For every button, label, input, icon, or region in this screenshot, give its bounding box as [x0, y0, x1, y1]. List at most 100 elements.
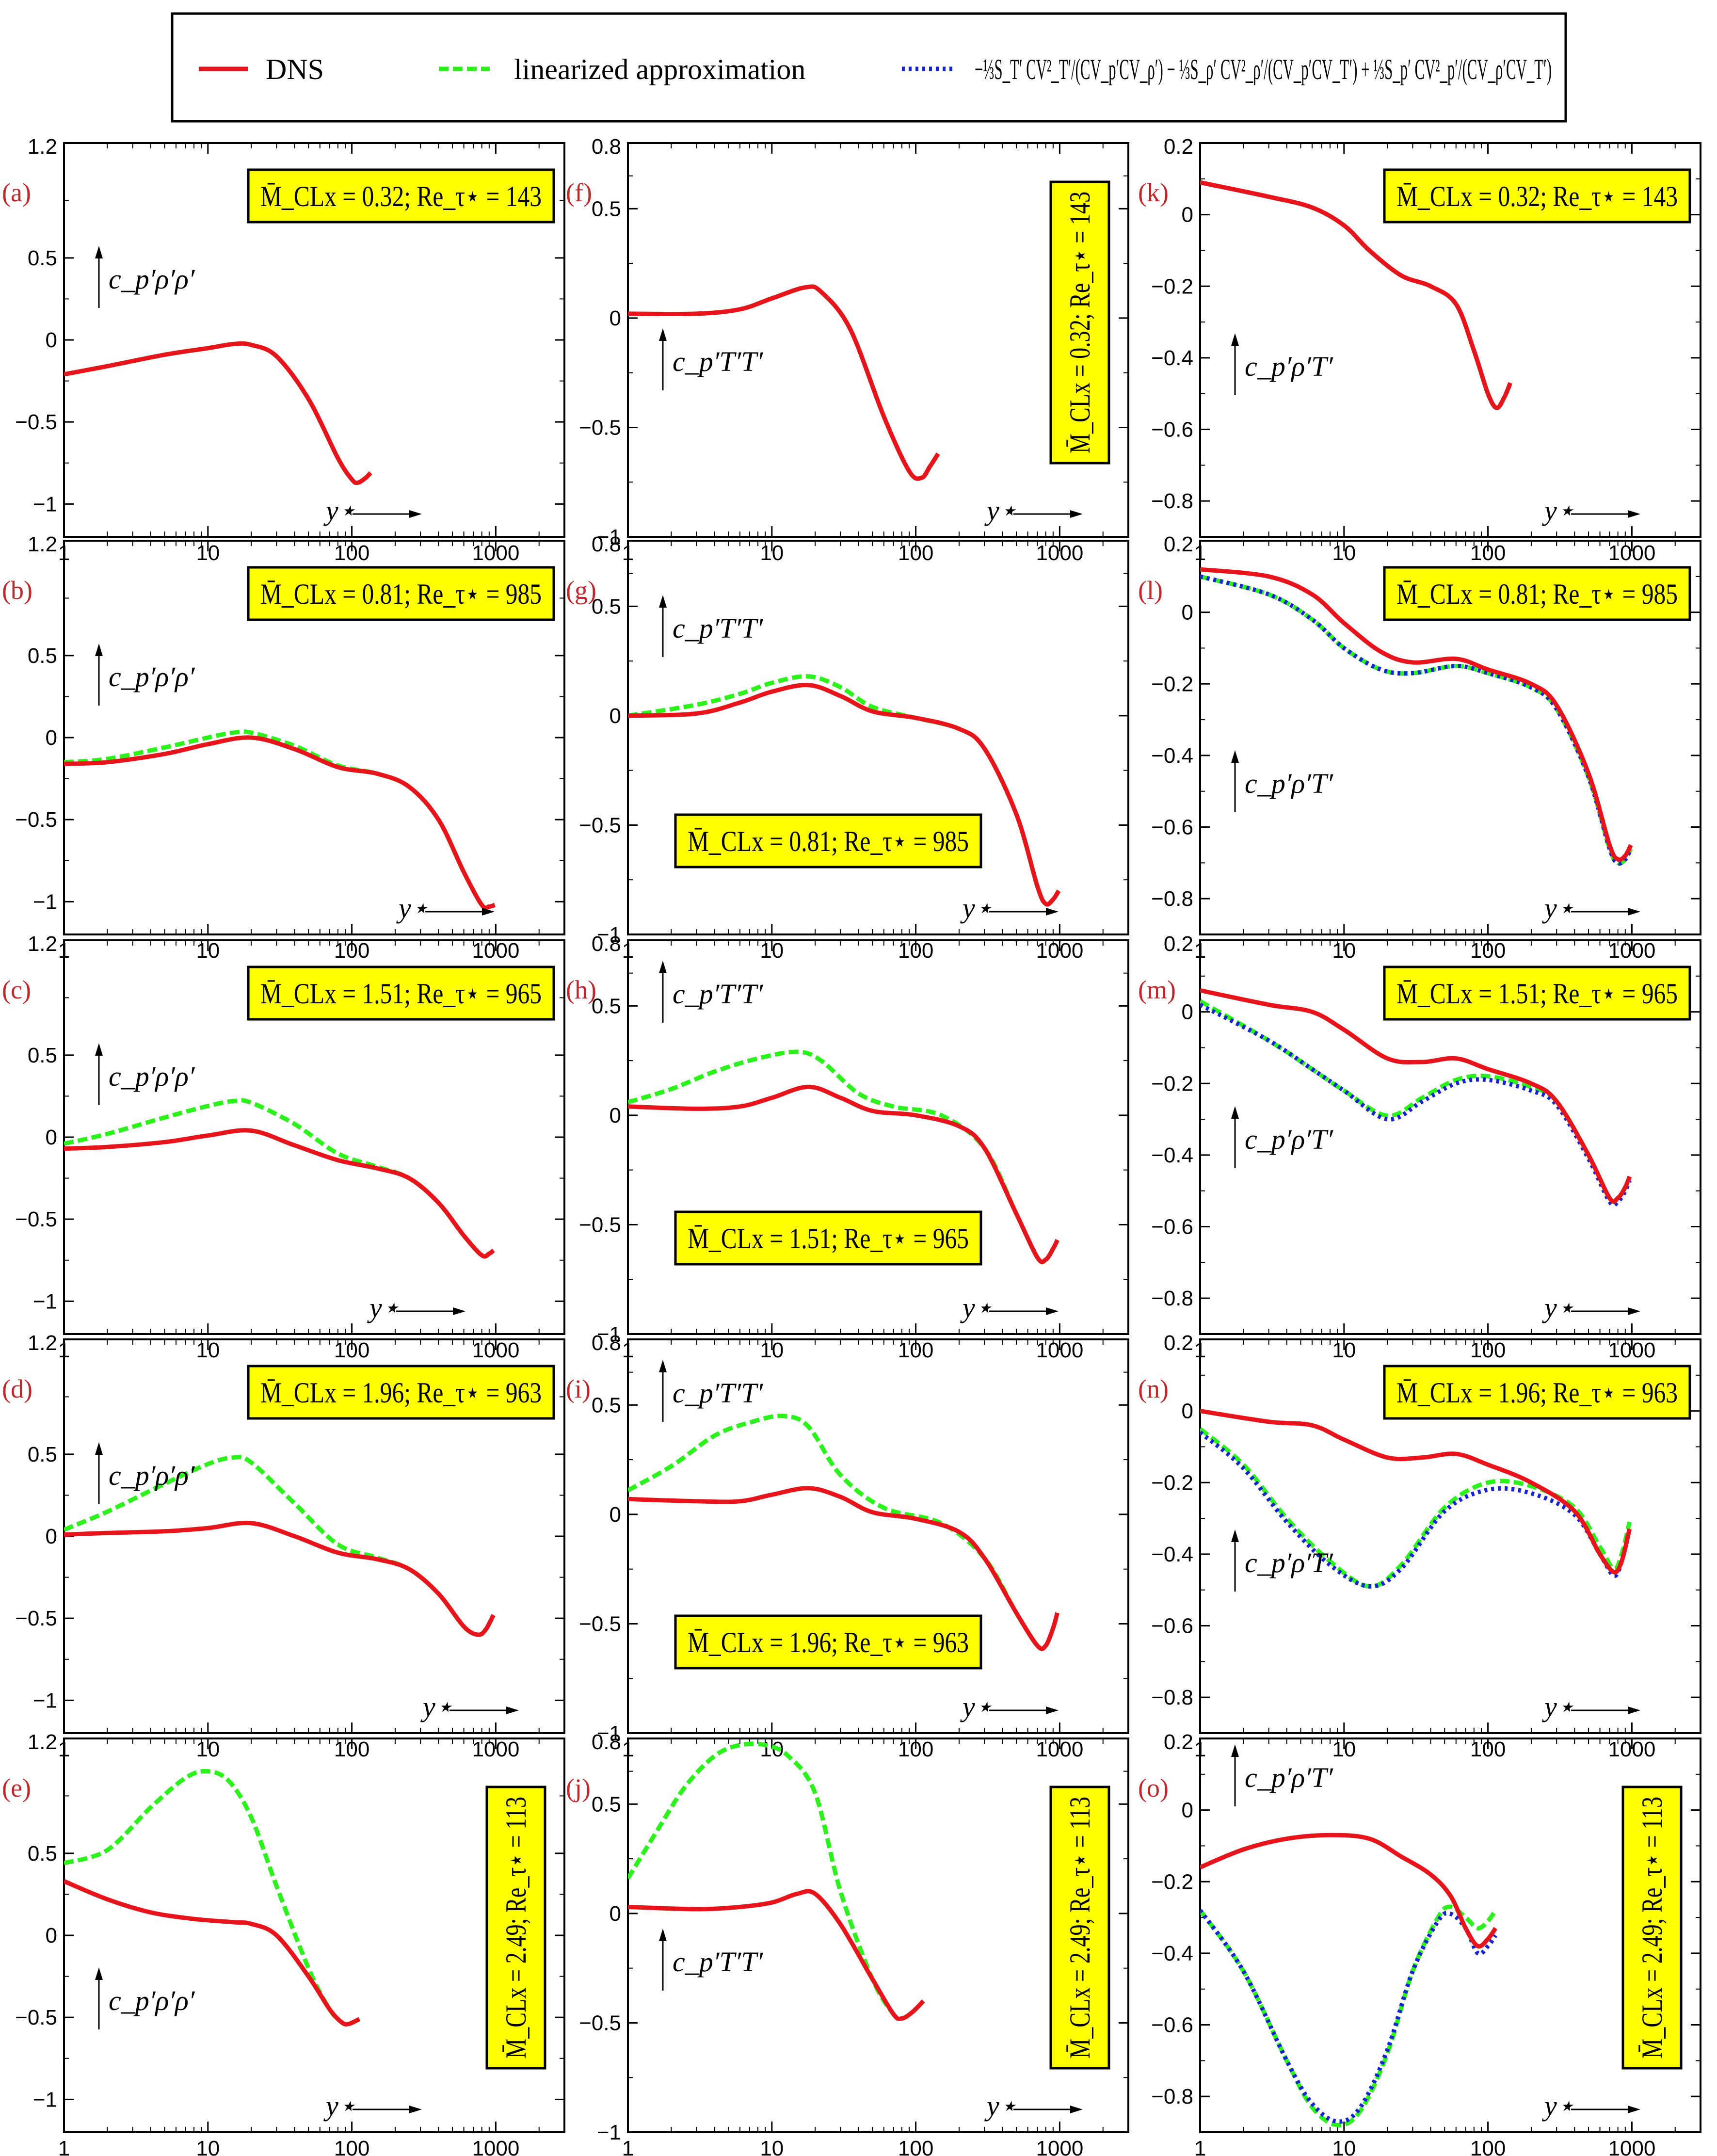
series-line-dns — [1200, 180, 1512, 410]
info-box — [1621, 1786, 1683, 2070]
y-arrow-head — [95, 644, 103, 656]
y-tick-label: 0.5 — [592, 1792, 621, 1816]
info-text: M̄_CLx = 1.96; Re_τ⋆ = 963 — [688, 1626, 969, 1658]
x-tick-label: 100 — [898, 2137, 933, 2156]
panel-e: 1 10 100 1000 −1 −0.5 0 0.5 1.2 (e) c_p′ρ′ρ′ y⋆ M̄_C… — [2, 1730, 565, 2156]
x-axis-label: y⋆ — [960, 1691, 993, 1722]
legend-model-label: −⅓S_T′ CV²_T′/(CV_p′CV_ρ′) − ⅓S_ρ′ CV²_ρ… — [975, 53, 1552, 85]
y-axis-label: c_p′ρ′T′ — [1245, 351, 1333, 382]
y-tick-label: −0.5 — [15, 410, 57, 434]
series-group — [1200, 988, 1632, 1207]
x-arrow-head — [1628, 1706, 1640, 1714]
x-tick-label: 10 — [196, 2137, 220, 2156]
panel-label: (j) — [566, 1773, 591, 1802]
y-tick-label: 0.8 — [592, 1331, 621, 1355]
y-tick-label: 0 — [610, 1503, 621, 1527]
plot-frame — [1199, 540, 1701, 935]
series-line-linearized — [64, 1769, 361, 2027]
series-line-model — [1200, 1002, 1632, 1207]
y-tick-label: −1 — [33, 890, 57, 914]
x-tick-label: 100 — [334, 2137, 369, 2156]
y-tick-label: −0.5 — [579, 813, 621, 837]
info-text: M̄_CLx = 1.96; Re_τ⋆ = 963 — [1396, 1377, 1678, 1409]
legend: DNS linearized approximation −⅓S_T′ CV²_… — [171, 12, 1567, 123]
panel-m: 1 10 100 1000−0.8−0.6−0.4−0.200.2(m)c_p′ρ′T… — [1138, 932, 1701, 1362]
info-box — [485, 1786, 546, 2070]
series-group — [64, 1769, 361, 2027]
y-tick-label: 1.2 — [28, 1730, 57, 1754]
series-line-dns — [1200, 988, 1632, 1204]
plot-frame — [627, 142, 1129, 538]
x-tick-label: 10 — [760, 2137, 784, 2156]
x-axis-label: y⋆ — [960, 1292, 993, 1323]
info-box — [247, 168, 555, 224]
x-axis-label: y⋆ — [323, 495, 356, 526]
y-arrow-head — [1231, 333, 1239, 346]
y-tick-label: 1.2 — [28, 135, 57, 159]
series-group — [64, 341, 372, 485]
y-axis-label: c_p′ρ′ρ′ — [109, 263, 195, 295]
y-axis-label: c_p′T′T′ — [673, 1946, 764, 1978]
series-line-dns — [628, 1889, 925, 2021]
x-axis-label: y⋆ — [1542, 1292, 1574, 1323]
y-axis-label: c_p′ρ′T′ — [1245, 1124, 1333, 1155]
x-axis-label: y⋆ — [960, 892, 993, 924]
x-arrow-head — [1046, 1706, 1059, 1714]
y-tick-label: −0.5 — [579, 2011, 621, 2035]
panel-label: (e) — [2, 1773, 31, 1802]
series-group — [64, 1098, 495, 1259]
series-group — [1200, 1409, 1632, 1589]
series-group — [628, 284, 940, 481]
y-tick-label: −1 — [33, 1289, 57, 1313]
x-arrow-head — [482, 908, 495, 916]
y-tick-label: 0.2 — [1164, 1331, 1193, 1355]
x-arrow-head — [453, 1307, 465, 1315]
info-box — [674, 813, 982, 869]
y-tick-label: −1 — [33, 1689, 57, 1712]
panel-a: 1 10 100 1000−1−0.500.51.2(a)c_p′ρ′ρ′y⋆M̄_C… — [2, 135, 565, 565]
y-axis-label: c_p′ρ′ρ′ — [109, 1985, 195, 2016]
panel-b: 1 10 100 1000−1−0.500.51.2(b)c_p′ρ′ρ′y⋆M̄_C… — [2, 532, 565, 963]
y-tick-label: 0 — [46, 726, 57, 750]
panel-label: (l) — [1138, 576, 1163, 605]
y-tick-label: 0 — [1182, 1799, 1193, 1822]
x-axis-label: y⋆ — [323, 2090, 356, 2122]
info-box — [247, 566, 555, 621]
x-axis-label: y⋆ — [1542, 1691, 1574, 1722]
y-tick-label: −0.6 — [1151, 1614, 1193, 1638]
x-arrow-head — [1046, 908, 1059, 916]
panel-g: 1 10 100 1000−1−0.500.50.8(g)c_p′T′T′y⋆M̄_C… — [566, 532, 1129, 963]
y-tick-label: 0 — [46, 1924, 57, 1947]
panel-i: 1 10 100 1000−1−0.500.50.8(i) c_p′T′T′y⋆M̄_C… — [566, 1331, 1129, 1761]
x-axis-label: y⋆ — [396, 892, 429, 924]
y-tick-label: −0.2 — [1151, 274, 1193, 298]
y-tick-label: −0.4 — [1151, 346, 1193, 370]
y-tick-label: 0.8 — [592, 135, 621, 159]
y-tick-label: −0.2 — [1151, 1471, 1193, 1495]
y-axis-label: c_p′ρ′ρ′ — [109, 661, 195, 692]
info-box — [247, 1365, 555, 1420]
series-line-dns — [64, 341, 372, 485]
series-line-linearized — [628, 674, 1061, 907]
y-axis-label: c_p′ρ′T′ — [1245, 1547, 1333, 1578]
y-tick-label: −0.8 — [1151, 887, 1193, 911]
info-box — [247, 965, 555, 1021]
series-line-model — [1200, 1909, 1498, 2124]
y-tick-label: 0 — [1182, 1000, 1193, 1024]
info-text: M̄_CLx = 1.51; Re_τ⋆ = 965 — [1396, 978, 1678, 1010]
panel-label: (f) — [566, 178, 592, 207]
x-arrow-head — [1046, 1307, 1059, 1315]
x-tick-label: 1 — [622, 2137, 634, 2156]
y-tick-label: −0.8 — [1151, 1287, 1193, 1310]
y-tick-label: −1 — [597, 1322, 621, 1346]
plot-frame — [1199, 1338, 1701, 1734]
series-line-dns — [64, 1128, 495, 1259]
y-tick-label: 0.8 — [592, 532, 621, 556]
series-group — [1200, 567, 1633, 866]
y-tick-label: −0.8 — [1151, 489, 1193, 513]
y-tick-label: −0.5 — [15, 808, 57, 832]
panel-k: 1 10 100 1000−0.8−0.6−0.4−0.200.2(k)c_p′ρ′T… — [1138, 135, 1701, 565]
y-tick-label: −1 — [597, 2121, 621, 2144]
info-text: M̄_CLx = 1.51; Re_τ⋆ = 965 — [260, 978, 542, 1010]
